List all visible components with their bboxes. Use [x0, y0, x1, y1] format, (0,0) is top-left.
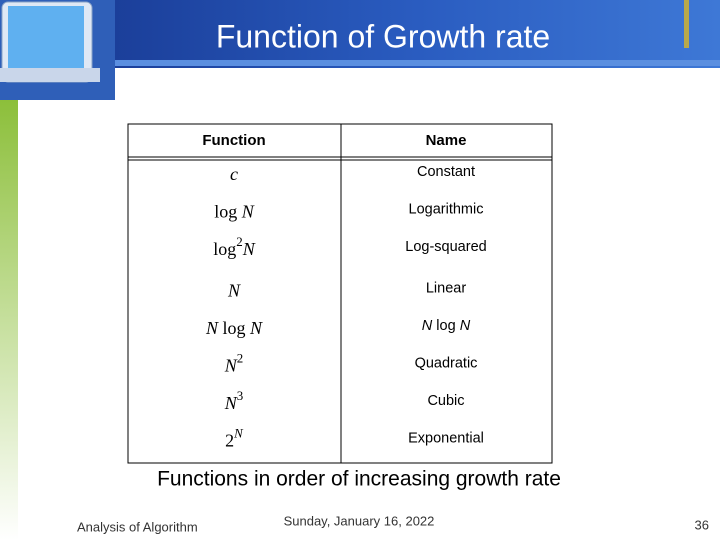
text-segment: N [224, 356, 238, 376]
text-segment: log [214, 202, 242, 222]
function-cell: N2 [224, 351, 244, 376]
slide-title: Function of Growth rate [216, 18, 550, 54]
name-cell: Constant [417, 164, 475, 180]
text-segment: Cubic [427, 393, 464, 409]
function-cell: log N [214, 202, 255, 222]
function-cell: N [227, 281, 241, 301]
text-segment: N [460, 318, 471, 334]
text-segment: N [224, 393, 238, 413]
function-cell: N log N [205, 318, 263, 338]
text-segment: log [432, 318, 459, 334]
function-cell: 2N [225, 426, 244, 451]
footer-left: Analysis of Algorithm [77, 519, 198, 534]
text-segment: N [233, 426, 244, 441]
text-segment: 2 [236, 234, 242, 249]
text-segment: N [422, 318, 433, 334]
text-segment: N [242, 239, 256, 259]
table-border [127, 123, 553, 464]
text-segment: Quadratic [415, 355, 478, 371]
slide-number: 36 [695, 517, 709, 532]
name-cell: Exponential [408, 430, 484, 446]
text-segment: N [205, 318, 219, 338]
text-segment: log [213, 239, 236, 259]
text-segment: Logarithmic [409, 201, 484, 217]
text-segment: Linear [426, 280, 466, 296]
column-header: Name [426, 132, 467, 149]
name-cell: Quadratic [415, 355, 478, 371]
header-bar [115, 0, 720, 68]
monitor-icon [0, 1, 100, 83]
text-segment: N [249, 318, 263, 338]
text-segment: Constant [417, 164, 475, 180]
name-cell: Cubic [427, 393, 464, 409]
text-segment: 3 [237, 388, 243, 403]
side-bar [0, 100, 18, 540]
text-segment: 2 [237, 351, 243, 366]
text-segment: N [241, 202, 255, 222]
header-stripe [115, 60, 720, 66]
name-cell: Logarithmic [409, 201, 484, 217]
column-header: Function [202, 132, 265, 149]
text-segment: c [230, 164, 238, 184]
name-cell: Linear [426, 280, 466, 296]
text-segment: Exponential [408, 430, 484, 446]
text-segment: log [218, 318, 250, 338]
table-caption: Functions in order of increasing growth … [157, 468, 561, 491]
name-cell: N log N [422, 318, 471, 334]
footer-date: Sunday, January 16, 2022 [284, 513, 435, 528]
function-cell: N3 [224, 388, 244, 413]
header-accent [684, 0, 689, 48]
function-cell: c [230, 164, 238, 184]
text-segment: N [227, 281, 241, 301]
text-segment: Log-squared [405, 239, 486, 255]
name-cell: Log-squared [405, 239, 486, 255]
table: Function Name c Constant log N Logarithmic l… [127, 123, 553, 464]
text-segment: 2 [225, 431, 234, 451]
function-cell: log2N [213, 234, 256, 259]
